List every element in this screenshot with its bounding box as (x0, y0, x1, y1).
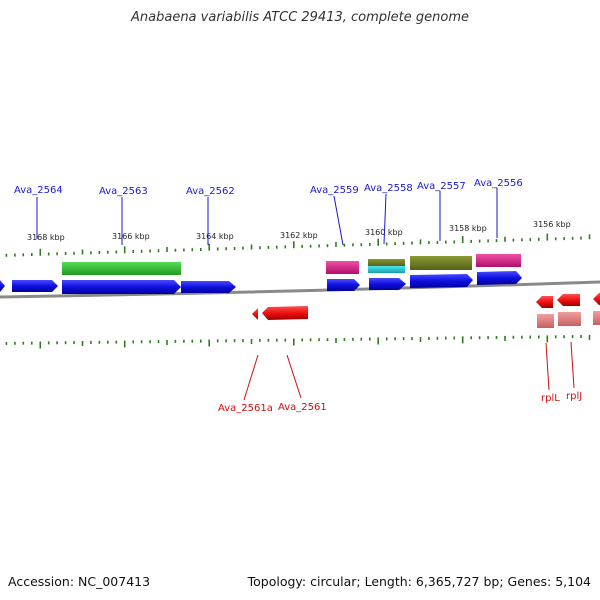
gene-label[interactable]: Ava_2562 (186, 186, 235, 197)
gene-arrow-reverse[interactable] (593, 293, 600, 305)
domain-bar-pink[interactable] (326, 261, 359, 274)
scale-label: 3166 kbp (112, 232, 150, 241)
gene-leader-lines-bottom (243, 341, 575, 401)
scale-labels: 3168 kbp 3166 kbp 3164 kbp 3162 kbp 3160… (27, 220, 571, 242)
domain-bar-green[interactable] (62, 262, 181, 275)
accession-text: Accession: NC_007413 (8, 574, 151, 589)
domain-bar-olive[interactable] (368, 259, 405, 266)
gene-label[interactable]: Ava_2563 (99, 186, 148, 197)
map-title: Anabaena variabilis ATCC 29413, complete… (131, 10, 469, 25)
gene-label[interactable]: Ava_2559 (310, 185, 359, 196)
gene-label[interactable]: Ava_2557 (417, 181, 466, 192)
gene-feature-pseudo[interactable] (558, 312, 581, 326)
gene-arrow-reverse[interactable] (252, 308, 258, 320)
gene-arrow-reverse[interactable] (536, 296, 553, 308)
gene-label[interactable]: Ava_2561 (278, 402, 327, 413)
gene-arrow-forward[interactable] (477, 271, 522, 285)
scale-label: 3164 kbp (196, 232, 234, 241)
gene-labels-top: Ava_2564 Ava_2563 Ava_2562 Ava_2559 Ava_… (14, 178, 523, 197)
gene-feature-pseudo[interactable] (537, 314, 554, 328)
gene-label[interactable]: rplL (541, 393, 560, 404)
scale-label: 3168 kbp (27, 233, 65, 242)
topology-text: Topology: circular; Length: 6,365,727 bp… (247, 574, 591, 589)
gene-arrow-forward[interactable] (410, 274, 473, 288)
domain-features (62, 254, 521, 275)
gene-arrow-forward[interactable] (12, 280, 58, 292)
domain-bar-pink[interactable] (476, 254, 521, 267)
domain-bar-olive[interactable] (410, 256, 472, 270)
forward-genes (0, 271, 522, 294)
scale-ticks-top (5, 233, 591, 257)
reverse-genes (252, 293, 600, 328)
gene-label[interactable]: rplJ (566, 391, 582, 402)
gene-feature-pseudo[interactable] (593, 311, 600, 325)
scale-label: 3162 kbp (280, 231, 318, 240)
gene-arrow-forward[interactable] (0, 280, 5, 292)
gene-arrow-forward[interactable] (369, 278, 406, 290)
scale-label: 3160 kbp (365, 228, 403, 237)
scale-label: 3158 kbp (449, 224, 487, 233)
gene-arrow-forward[interactable] (327, 279, 360, 291)
genome-backbone (0, 280, 600, 299)
gene-arrow-reverse[interactable] (262, 306, 308, 320)
gene-label[interactable]: Ava_2556 (474, 178, 523, 189)
gene-labels-bottom: Ava_2561a Ava_2561 rplL rplJ (218, 391, 582, 414)
gene-arrow-forward[interactable] (62, 280, 181, 294)
scale-ticks-bottom (5, 334, 591, 349)
gene-label[interactable]: Ava_2564 (14, 185, 63, 196)
scale-label: 3156 kbp (533, 220, 571, 229)
gene-label[interactable]: Ava_2558 (364, 183, 413, 194)
gene-leader-lines-top (36, 188, 498, 246)
gene-label[interactable]: Ava_2561a (218, 403, 273, 414)
gene-arrow-reverse[interactable] (557, 294, 580, 306)
gene-arrow-forward[interactable] (181, 281, 236, 293)
domain-bar-cyan[interactable] (368, 266, 405, 273)
